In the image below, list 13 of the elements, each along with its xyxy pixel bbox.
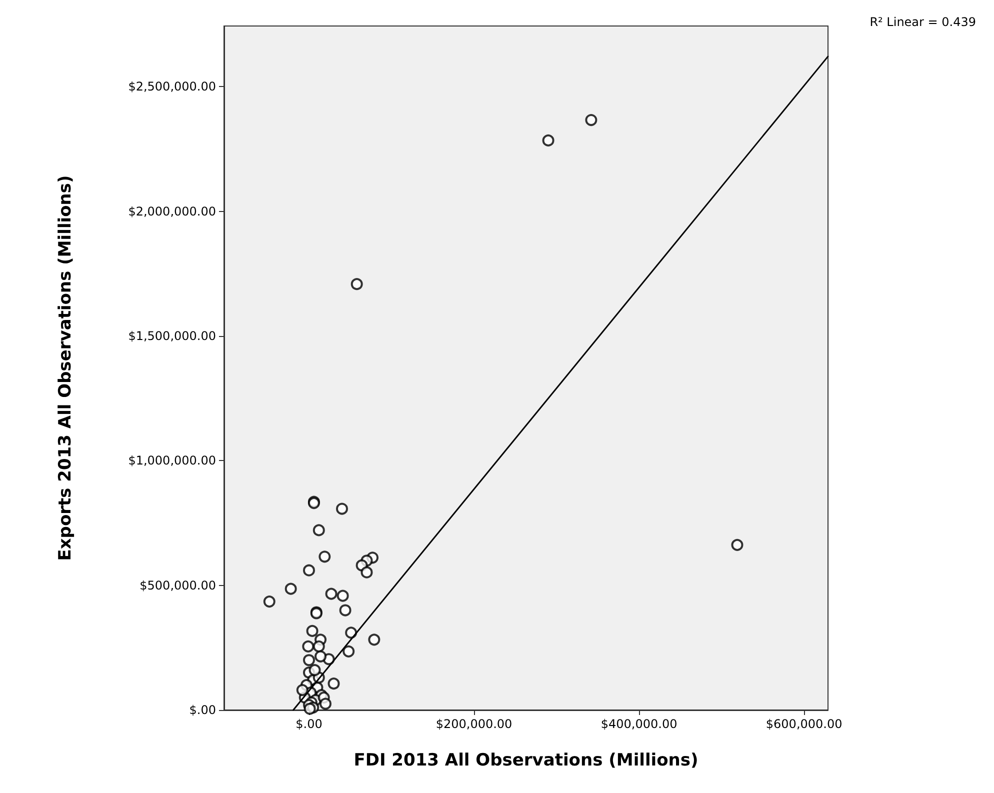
y-axis-title: Exports 2013 All Observations (Millions) (56, 175, 76, 561)
y-tick-label: $2,000,000.00 (128, 204, 216, 218)
y-tick-label: $500,000.00 (140, 578, 216, 592)
y-tick-label: $1,500,000.00 (128, 328, 216, 343)
y-tick-label: $.00 (189, 703, 216, 717)
y-tick-label: $2,500,000.00 (128, 80, 216, 94)
x-tick-label: $600,000.00 (766, 717, 842, 731)
x-axis-title: FDI 2013 All Observations (Millions) (354, 750, 698, 770)
x-tick-label: $.00 (296, 717, 322, 731)
x-tick-label: $400,000.00 (600, 717, 678, 731)
x-tick-label: $200,000.00 (436, 717, 512, 731)
y-tick-label: $1,000,000.00 (128, 454, 216, 468)
text: R² Linear = 0.439 (870, 15, 976, 29)
